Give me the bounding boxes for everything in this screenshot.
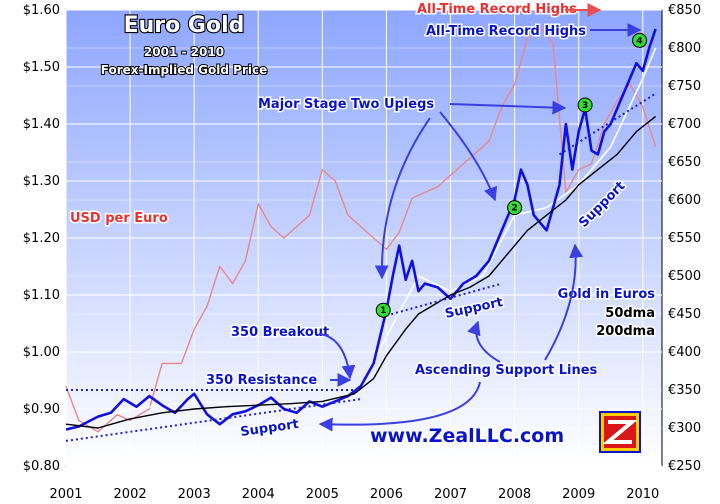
upleg-marker-label-1: 1 (380, 306, 386, 316)
label-date-stamp: 3.3.2010 (268, 452, 313, 463)
chart-title: Euro Gold (124, 13, 245, 38)
series-200dma (65, 115, 657, 429)
chart-subtitle-desc: Forex-Implied Gold Price (101, 63, 267, 77)
annotation-arrows (318, 3, 642, 432)
upleg-markers: 1 2 3 4 (375, 32, 648, 318)
right-axis-ticks: €250 €300 €350 €400 €450 €500 €550 €600 €650 €700… (668, 3, 701, 474)
left-tick-label-5: $1.30 (23, 174, 60, 189)
right-tick-label-5: €500 (668, 269, 701, 284)
grid-lines (65, 9, 662, 467)
label-350-breakout: 350 Breakout (231, 325, 329, 340)
right-tick-label-4: €450 (668, 307, 701, 322)
right-tick-label-12: €850 (668, 3, 701, 18)
series-lines (65, 26, 657, 433)
right-tick-label-1: €300 (668, 421, 701, 436)
right-tick-label-9: €700 (668, 117, 701, 132)
label-200dma: 200dma (596, 324, 655, 339)
arrow-upleg-1 (374, 117, 431, 280)
right-tick-label-3: €400 (668, 345, 701, 360)
arrow-asc-1 (467, 320, 501, 363)
left-tick-label-3: $1.10 (23, 288, 60, 303)
right-tick-label-6: €550 (668, 231, 701, 246)
x-tick-label-3: 2004 (242, 487, 275, 502)
right-tick-label-7: €600 (668, 193, 701, 208)
label-website: www.ZealLLC.com (370, 425, 564, 447)
x-tick-label-6: 2007 (434, 487, 467, 502)
left-tick-label-2: $1.00 (23, 345, 60, 360)
right-tick-label-0: €250 (668, 459, 701, 474)
upleg-marker-2 (507, 200, 523, 216)
label-all-time-highs-eur: All-Time Record Highs (426, 24, 586, 39)
label-350-resistance: 350 Resistance (206, 373, 317, 388)
label-50dma: 50dma (605, 306, 655, 321)
x-tick-label-9: 2010 (626, 487, 659, 502)
upleg-marker-label-3: 3 (582, 101, 588, 111)
left-axis-ticks: $0.80 $0.90 $1.00 $1.10 $1.20 $1.30 $1.40 $1.50… (23, 3, 60, 474)
series-50dma (65, 47, 657, 431)
label-usd-per-euro: USD per Euro (70, 211, 168, 226)
left-tick-label-1: $0.90 (23, 402, 60, 417)
upleg-marker-label-4: 4 (636, 36, 642, 46)
arrow-asc-2 (544, 243, 584, 361)
upleg-marker-3 (577, 97, 593, 113)
label-gold-in-euros: Gold in Euros (558, 287, 656, 302)
x-tick-label-0: 2001 (49, 487, 82, 502)
left-tick-label-8: $1.60 (23, 3, 60, 18)
x-tick-label-8: 2009 (562, 487, 595, 502)
right-tick-label-2: €350 (668, 383, 701, 398)
x-tick-label-7: 2008 (498, 487, 531, 502)
right-tick-label-11: €800 (668, 41, 701, 56)
chart-subtitle-years: 2001 - 2010 (144, 45, 224, 59)
zeal-logo (599, 411, 641, 453)
arrow-asc-3 (318, 381, 481, 432)
x-axis-ticks: 2001 2002 2003 2004 2005 2006 2007 2008 2009 2010 (49, 487, 659, 502)
right-tick-label-10: €750 (668, 79, 701, 94)
left-tick-label-0: $0.80 (23, 459, 60, 474)
upleg-marker-1 (375, 302, 391, 318)
arrow-upleg-3 (449, 100, 567, 115)
trend-lines (65, 92, 657, 442)
support-line-3 (558, 92, 657, 156)
x-tick-label-4: 2005 (306, 487, 339, 502)
arrow-upleg-2 (439, 111, 498, 202)
label-all-time-highs-usd: All-Time Record Highs (417, 2, 577, 17)
x-tick-label-1: 2002 (114, 487, 147, 502)
label-ascending-support: Ascending Support Lines (415, 363, 598, 378)
x-tick-label-5: 2006 (370, 487, 403, 502)
left-tick-label-6: $1.40 (23, 117, 60, 132)
left-tick-label-7: $1.50 (23, 60, 60, 75)
series-gold-in-euros (65, 28, 657, 431)
upleg-marker-label-2: 2 (511, 204, 517, 214)
series-usd-per-euro (65, 26, 657, 433)
left-tick-label-4: $1.20 (23, 231, 60, 246)
x-tick-label-2: 2003 (178, 487, 211, 502)
right-tick-label-8: €650 (668, 155, 701, 170)
label-major-uplegs: Major Stage Two Uplegs (258, 97, 434, 112)
arrow-breakout (319, 333, 356, 380)
